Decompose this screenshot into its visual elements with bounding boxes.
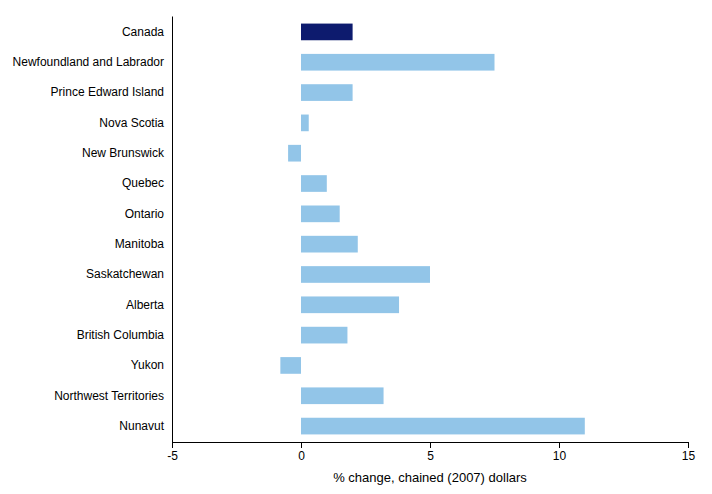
y-tick: British Columbia [77,328,172,342]
y-axis-line [172,17,173,443]
x-tick-mark [559,442,560,448]
x-tick-label: 10 [553,449,567,463]
y-tick: Prince Edward Island [51,85,172,99]
y-tick-label: British Columbia [77,328,165,342]
y-tick-label: Northwest Territories [54,389,164,403]
y-tick: Northwest Territories [54,389,172,403]
bar [301,24,353,41]
y-tick-label: Saskatchewan [86,267,164,281]
y-tick: Ontario [125,207,172,221]
x-tick-mark [430,442,431,448]
y-tick: Manitoba [115,237,172,251]
plot: -5 0 5 10 15 Canada Newfoundland and Labrador P… [13,17,696,463]
y-tick: Canada [122,25,172,39]
y-tick: Nova Scotia [99,116,172,130]
bar [301,206,340,223]
y-axis: Canada Newfoundland and Labrador Prince Ed… [13,17,173,443]
x-tick: 10 [553,442,567,463]
bar [301,84,353,101]
bar [301,296,399,313]
bar [301,236,358,253]
y-tick-label: New Brunswick [82,146,165,160]
x-tick: 0 [298,442,305,463]
bars [280,24,584,435]
bar [301,266,430,283]
x-tick-label: 0 [298,449,305,463]
bar [301,115,309,132]
y-tick: Newfoundland and Labrador [13,55,172,69]
x-axis-title: % change, chained (2007) dollars [333,470,527,485]
x-tick-label: 15 [682,449,696,463]
y-tick-label: Newfoundland and Labrador [13,55,164,69]
x-tick: 5 [427,442,434,463]
y-tick: Alberta [126,298,172,312]
y-tick: New Brunswick [82,146,172,160]
x-tick-label: 5 [427,449,434,463]
bar [301,327,347,344]
y-tick-label: Alberta [126,298,164,312]
y-tick: Yukon [131,358,172,372]
x-tick-mark [688,442,689,448]
y-tick-label: Ontario [125,207,165,221]
bar [301,387,384,404]
y-tick-label: Canada [122,25,164,39]
x-tick-label: -5 [167,449,178,463]
x-tick-mark [301,442,302,448]
bar [301,418,585,435]
x-tick-mark [172,442,173,448]
y-tick-label: Quebec [122,176,164,190]
bar [280,357,301,374]
y-tick: Saskatchewan [86,267,172,281]
y-tick-label: Nova Scotia [99,116,164,130]
y-tick: Nunavut [119,419,172,433]
chart: -5 0 5 10 15 Canada Newfoundland and Labrador P… [0,0,712,494]
bar [288,145,301,162]
x-tick: 15 [682,442,696,463]
y-tick-label: Prince Edward Island [51,85,164,99]
y-tick-label: Nunavut [119,419,164,433]
y-tick-label: Manitoba [115,237,165,251]
y-tick-label: Yukon [131,358,164,372]
y-tick: Quebec [122,176,172,190]
x-tick: -5 [167,442,178,463]
bar [301,175,327,192]
x-axis: -5 0 5 10 15 [167,442,695,463]
x-axis-line [173,443,689,449]
bar [301,54,495,71]
